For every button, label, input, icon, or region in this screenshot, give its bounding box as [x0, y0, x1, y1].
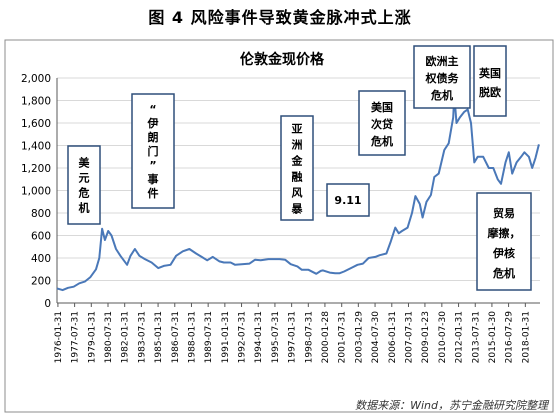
x-tick-label: 1995-07-31 — [271, 311, 281, 363]
y-tick-label: 1,200 — [21, 163, 51, 175]
annotation-box — [280, 115, 314, 221]
annotation-text: 洲 — [292, 138, 303, 151]
annotation-text: 美 — [79, 156, 91, 170]
annotation-text: 件 — [148, 186, 159, 200]
chart-frame — [4, 39, 554, 413]
annotation-text: 权债务 — [425, 71, 460, 85]
annotation-text: 摩擦， — [488, 226, 521, 240]
annotation-text: 朗 — [148, 130, 159, 144]
figure-title: 图 4 风险事件导致黄金脉冲式上涨 — [148, 8, 412, 27]
x-tick-label: 1991-01-31 — [221, 311, 231, 363]
series-line-gold-price — [56, 93, 540, 292]
annotation-text: 暴 — [291, 202, 304, 215]
x-tick-label: 2010-07-30 — [438, 311, 448, 364]
y-axis-ticks: 0 200 400 600 800 1,000 1,200 1,400 1,600 1,800 2,… — [21, 73, 51, 310]
annotation-box — [67, 145, 101, 225]
x-tick-label: 2007-07-31 — [404, 311, 414, 363]
event-annotation: “伊朗门”事件 — [131, 93, 175, 209]
x-tick-label: 1997-01-31 — [288, 311, 298, 363]
annotation-text: 次贷 — [371, 117, 393, 131]
annotation-text: 事 — [148, 172, 159, 186]
annotation-box — [413, 45, 471, 109]
x-tick-label: 1980-07-31 — [104, 311, 114, 363]
x-tick-label: 1979-01-31 — [87, 311, 97, 363]
annotation-text: 风 — [292, 185, 303, 199]
x-tick-label: 2006-01-31 — [388, 311, 398, 363]
x-tick-label: 1982-01-31 — [121, 311, 131, 363]
annotation-text: 融 — [292, 169, 303, 183]
y-tick-label: 2,000 — [21, 73, 51, 85]
y-tick-label: 200 — [31, 276, 51, 288]
x-tick-label: 1998-07-31 — [304, 311, 314, 363]
x-tick-label: 2000-01-28 — [321, 311, 331, 364]
y-tick-label: 1,000 — [21, 186, 51, 198]
annotation-text: 欧洲主 — [426, 54, 459, 68]
y-tick-label: 800 — [31, 208, 51, 220]
annotation-box — [326, 183, 370, 217]
annotation-text: 门 — [148, 144, 159, 158]
data-source: 数据来源：Wind，苏宁金融研究院整理 — [355, 399, 548, 412]
annotation-text: “ — [149, 103, 156, 116]
annotation-text: 机 — [79, 201, 90, 215]
annotation-text: 伊核 — [492, 246, 515, 260]
x-tick-label: 1977-07-31 — [71, 311, 81, 363]
x-tick-label: 1992-07-31 — [238, 311, 248, 363]
x-tick-label: 1988-01-31 — [187, 311, 197, 363]
y-tick-label: 0 — [44, 298, 51, 310]
annotation-text: 危机 — [492, 266, 515, 280]
x-tick-label: 1994-01-31 — [254, 311, 264, 363]
event-annotations: 美元危机“伊朗门”事件亚洲金融风暴9.11美国次贷危机欧洲主权债务危机英国脱欧贸… — [67, 45, 532, 291]
x-tick-label: 2018-01-31 — [521, 311, 531, 363]
x-tick-label: 2009-01-23 — [421, 311, 431, 363]
annotation-text: 亚 — [292, 122, 303, 135]
annotation-text: 危机 — [370, 134, 393, 148]
annotation-text: 脱欧 — [479, 85, 501, 99]
x-tick-label: 1983-07-31 — [137, 311, 147, 363]
x-axis-ticks: 1976-01-31 1977-07-31 1979-01-31 1980-07-31… — [54, 303, 531, 363]
x-tick-label: 2004-07-30 — [371, 311, 381, 364]
x-tick-label: 2015-01-30 — [488, 311, 498, 364]
y-tick-label: 1,600 — [21, 118, 51, 130]
x-tick-label: 2013-07-31 — [471, 311, 481, 363]
annotation-text: 危 — [78, 186, 90, 200]
x-tick-label: 1989-07-31 — [204, 311, 214, 363]
x-tick-label: 2012-01-31 — [455, 311, 465, 363]
x-tick-label: 2001-07-31 — [338, 311, 348, 363]
annotation-text: ” — [149, 159, 156, 172]
annotation-box — [476, 192, 532, 291]
x-tick-label: 2003-01-29 — [354, 311, 364, 364]
chart-title: 伦敦金现价格 — [240, 51, 325, 68]
y-tick-label: 600 — [31, 231, 51, 243]
x-tick-label: 1985-01-31 — [154, 311, 164, 363]
annotation-text: 美国 — [371, 100, 393, 114]
annotation-box — [473, 45, 507, 117]
annotation-text: 9.11 — [334, 194, 361, 207]
annotation-text: 伊 — [147, 116, 159, 130]
annotation-text: 贸易 — [493, 206, 515, 220]
annotation-text: 英国 — [478, 66, 501, 80]
annotation-text: 元 — [79, 172, 90, 185]
x-tick-label: 1986-07-31 — [171, 311, 181, 363]
annotation-box — [358, 90, 406, 156]
event-annotation: 9.11 — [326, 183, 370, 217]
x-tick-label: 1976-01-31 — [54, 311, 64, 363]
y-tick-label: 1,800 — [21, 96, 51, 108]
annotation-box — [131, 93, 175, 209]
x-tick-label: 2016-07-29 — [505, 311, 515, 364]
annotation-text: 金 — [291, 153, 304, 167]
y-tick-label: 400 — [31, 253, 51, 265]
annotation-text: 危机 — [430, 88, 453, 102]
y-tick-label: 1,400 — [21, 141, 51, 153]
